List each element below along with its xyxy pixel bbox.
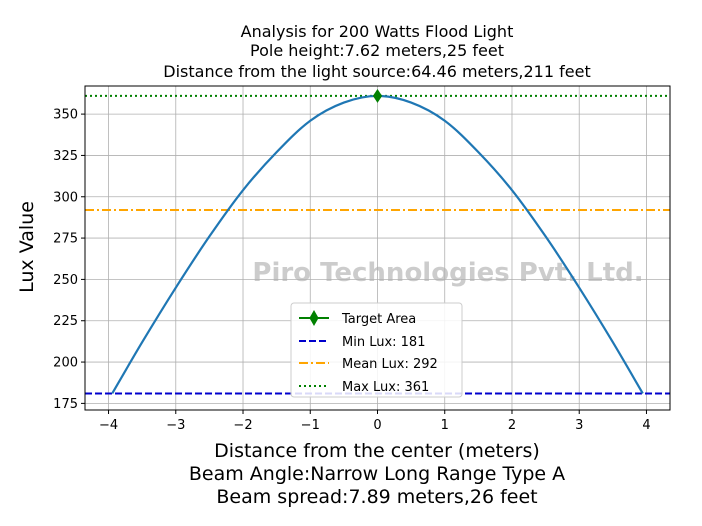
y-tick-label: 275: [53, 232, 78, 247]
legend-item-min-lux: Min Lux: 181: [299, 335, 425, 350]
x-tick-label: −2: [233, 418, 252, 433]
y-tick-label: 250: [53, 273, 78, 288]
x-tick-label: −4: [99, 418, 118, 433]
x-axis-ticks: −4 −3 −2 −1 0 1 2 3 4: [99, 410, 651, 433]
xlabel-line-3: Beam spread:7.89 meters,26 feet: [216, 486, 537, 508]
x-tick-label: 0: [373, 418, 381, 433]
chart-title: Analysis for 200 Watts Flood Light Pole …: [163, 22, 590, 81]
x-tick-label: −1: [301, 418, 320, 433]
legend-swatch-target-marker: [309, 309, 319, 327]
y-tick-label: 325: [53, 149, 78, 164]
legend-label-target-area: Target Area: [341, 312, 416, 327]
title-line-1: Analysis for 200 Watts Flood Light: [241, 22, 514, 41]
title-line-2: Pole height:7.62 meters,25 feet: [250, 41, 504, 60]
legend-item-max-lux: Max Lux: 361: [299, 380, 429, 395]
title-line-3: Distance from the light source:64.46 met…: [163, 62, 590, 81]
legend-label-mean-lux: Mean Lux: 292: [342, 357, 438, 372]
legend-label-min-lux: Min Lux: 181: [342, 335, 425, 350]
x-tick-label: −3: [166, 418, 185, 433]
x-tick-label: 4: [642, 418, 650, 433]
x-tick-label: 2: [508, 418, 516, 433]
legend-item-target-area: Target Area: [299, 309, 416, 327]
x-tick-label: 1: [441, 418, 449, 433]
legend-box: [290, 302, 463, 398]
legend-label-max-lux: Max Lux: 361: [342, 380, 429, 395]
y-tick-label: 350: [53, 108, 78, 123]
xlabel-line-2: Beam Angle:Narrow Long Range Type A: [189, 463, 565, 485]
legend: Target Area Min Lux: 181 Mean Lux: 292 M…: [290, 302, 463, 398]
xlabel-line-1: Distance from the center (meters): [214, 440, 540, 462]
y-tick-label: 225: [53, 314, 78, 329]
y-axis-label: Lux Value: [16, 201, 38, 293]
x-tick-label: 3: [575, 418, 583, 433]
y-tick-label: 300: [53, 190, 78, 205]
legend-item-mean-lux: Mean Lux: 292: [299, 357, 438, 372]
target-markers: [372, 89, 383, 103]
y-axis-ticks: 175 200 225 250 275 300 325 350: [53, 108, 85, 412]
y-tick-label: 200: [53, 356, 78, 371]
target-marker: [372, 89, 383, 103]
grid: [85, 86, 670, 410]
y-tick-label: 175: [53, 397, 78, 412]
watermark: Piro Technologies Pvt. Ltd.: [252, 258, 643, 288]
x-axis-label: Distance from the center (meters) Beam A…: [189, 440, 565, 508]
